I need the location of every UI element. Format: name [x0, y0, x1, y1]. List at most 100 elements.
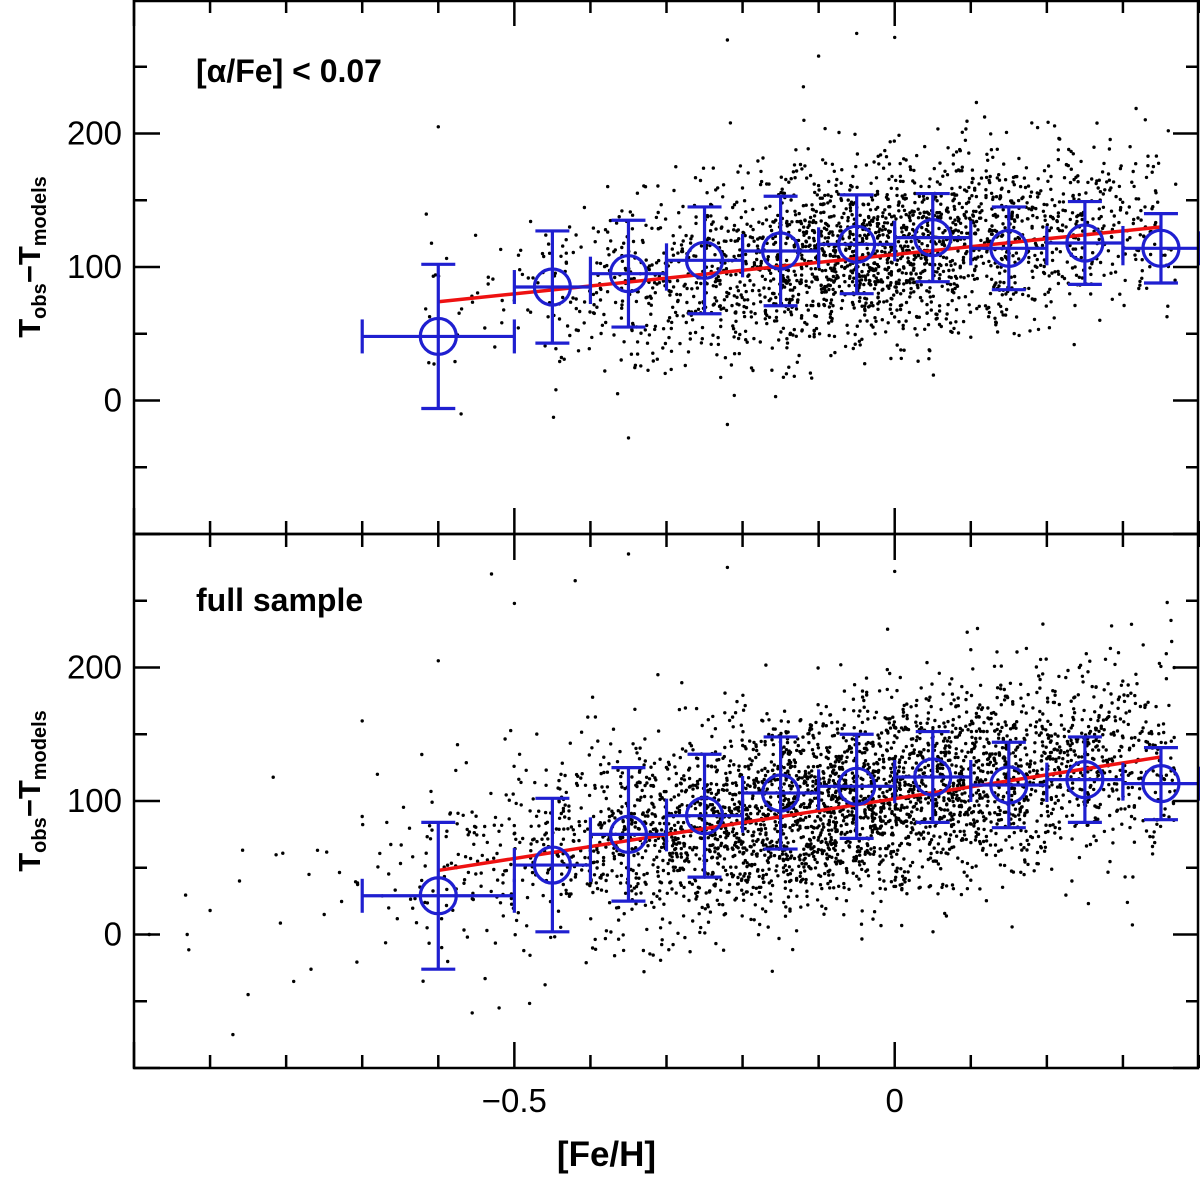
scatter-point: [1124, 279, 1127, 282]
scatter-point: [810, 280, 813, 283]
scatter-point: [1000, 257, 1003, 260]
scatter-point: [991, 198, 994, 201]
scatter-point: [644, 883, 647, 886]
scatter-point: [636, 352, 639, 355]
scatter-point: [763, 778, 766, 781]
scatter-point: [997, 284, 1000, 287]
scatter-point: [985, 153, 988, 156]
scatter-point: [644, 849, 647, 852]
scatter-point: [472, 843, 475, 846]
scatter-point: [985, 899, 988, 902]
scatter-point: [753, 843, 756, 846]
scatter-point: [1057, 148, 1060, 151]
scatter-point: [759, 170, 762, 173]
scatter-point: [893, 720, 896, 723]
scatter-point: [618, 215, 621, 218]
scatter-point: [595, 291, 598, 294]
scatter-point: [908, 295, 911, 298]
scatter-point: [688, 846, 691, 849]
scatter-point: [801, 328, 804, 331]
scatter-point: [580, 806, 583, 809]
scatter-point: [744, 338, 747, 341]
scatter-point: [1127, 805, 1130, 808]
scatter-point: [1050, 812, 1053, 815]
scatter-point: [1057, 273, 1060, 276]
scatter-point: [844, 760, 847, 763]
scatter-point: [1097, 748, 1100, 751]
scatter-point: [904, 319, 907, 322]
scatter-point: [1014, 815, 1017, 818]
scatter-point: [722, 949, 725, 952]
scatter-point: [867, 252, 870, 255]
scatter-point: [744, 330, 747, 333]
scatter-point: [677, 211, 680, 214]
scatter-point: [1164, 741, 1167, 744]
scatter-point: [1036, 126, 1039, 129]
scatter-point: [826, 193, 829, 196]
scatter-point: [893, 315, 896, 318]
scatter-point: [916, 735, 919, 738]
scatter-point: [1040, 802, 1043, 805]
scatter-point: [912, 290, 915, 293]
scatter-point: [727, 890, 730, 893]
scatter-point: [716, 856, 719, 859]
scatter-point: [723, 755, 726, 758]
scatter-point: [187, 948, 190, 951]
scatter-point: [1128, 205, 1131, 208]
scatter-point: [1110, 624, 1113, 627]
scatter-point: [1137, 197, 1140, 200]
scatter-point: [867, 215, 870, 218]
scatter-point: [1011, 212, 1014, 215]
scatter-point: [1086, 181, 1089, 184]
scatter-point: [607, 762, 610, 765]
scatter-point: [1013, 281, 1016, 284]
scatter-point: [961, 166, 964, 169]
scatter-point: [863, 219, 866, 222]
scatter-point: [1107, 172, 1110, 175]
scatter-point: [740, 877, 743, 880]
scatter-point: [961, 837, 964, 840]
scatter-point: [876, 302, 879, 305]
scatter-point: [717, 275, 720, 278]
scatter-point: [758, 293, 761, 296]
scatter-point: [631, 214, 634, 217]
scatter-point: [881, 280, 884, 283]
scatter-point: [942, 243, 945, 246]
scatter-point: [694, 807, 697, 810]
scatter-point: [622, 933, 625, 936]
scatter-point: [620, 358, 623, 361]
scatter-point: [575, 773, 578, 776]
scatter-point: [885, 790, 888, 793]
scatter-point: [1159, 665, 1162, 668]
scatter-point: [462, 814, 465, 817]
scatter-point: [990, 192, 993, 195]
scatter-point: [1140, 277, 1143, 280]
scatter-point: [986, 159, 989, 162]
scatter-point: [854, 333, 857, 336]
scatter-point: [899, 292, 902, 295]
scatter-point: [939, 264, 942, 267]
scatter-point: [472, 898, 475, 901]
scatter-point: [775, 316, 778, 319]
scatter-point: [743, 284, 746, 287]
scatter-point: [624, 828, 627, 831]
scatter-point: [1091, 251, 1094, 254]
scatter-point: [980, 176, 983, 179]
scatter-point: [850, 751, 853, 754]
scatter-point: [691, 795, 694, 798]
scatter-point: [793, 795, 796, 798]
scatter-point: [942, 256, 945, 259]
scatter-point: [1030, 190, 1033, 193]
scatter-point: [717, 343, 720, 346]
scatter-point: [1051, 251, 1054, 254]
scatter-point: [501, 299, 504, 302]
scatter-point: [732, 255, 735, 258]
scatter-point: [797, 744, 800, 747]
scatter-point: [954, 727, 957, 730]
scatter-point: [786, 224, 789, 227]
scatter-point: [706, 215, 709, 218]
scatter-point: [652, 359, 655, 362]
scatter-point: [800, 167, 803, 170]
scatter-point: [1068, 800, 1071, 803]
